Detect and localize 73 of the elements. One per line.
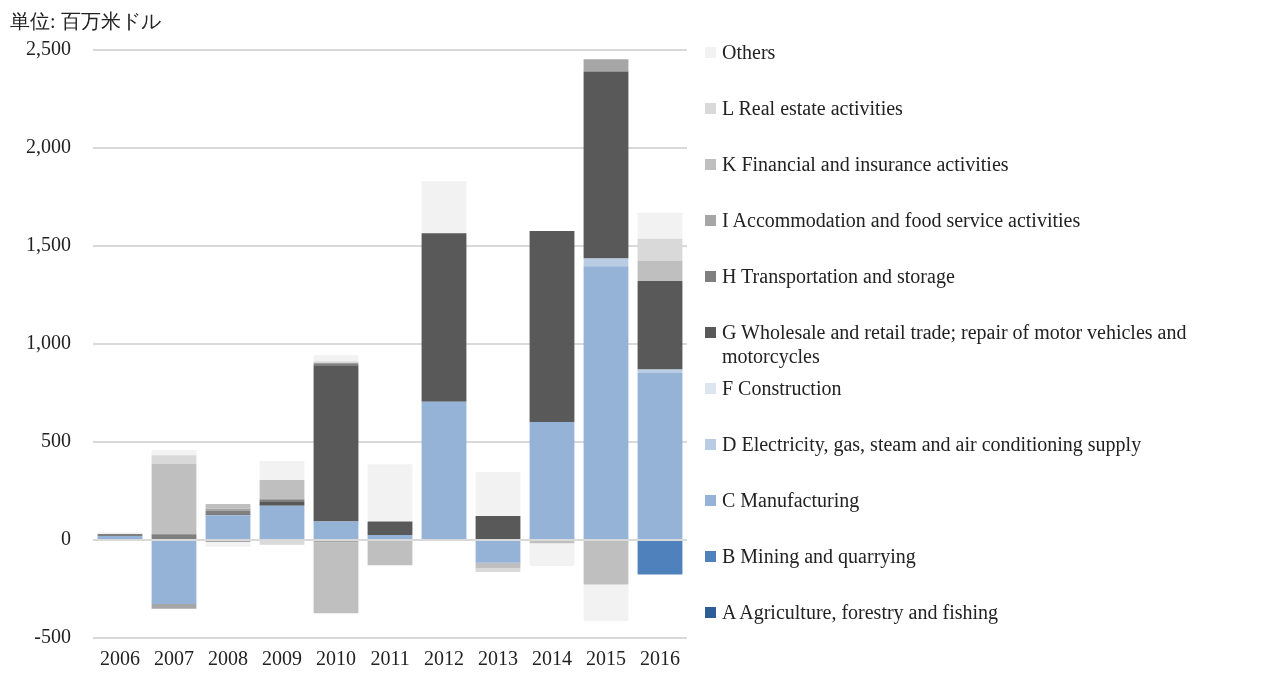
bar (313, 365, 359, 522)
x-tick-label: 2016 (640, 647, 680, 670)
bar (475, 471, 521, 517)
bar (313, 354, 359, 362)
x-tick-label: 2014 (532, 647, 572, 670)
bar (205, 503, 251, 509)
bar (151, 604, 197, 609)
bar (421, 181, 467, 234)
x-tick-label: 2010 (316, 647, 356, 670)
bar (475, 516, 521, 539)
x-tick-label: 2007 (154, 647, 194, 670)
bar (151, 450, 197, 456)
y-tick-label: 2,000 (26, 135, 71, 158)
legend-label: A Agriculture, forestry and fishing (722, 600, 999, 624)
bar (421, 401, 467, 539)
y-axis-title: 単位: 百万米ドル (10, 9, 161, 34)
bar (313, 521, 359, 539)
legend-label: B Mining and quarrying (722, 544, 916, 568)
bar (205, 541, 251, 547)
legend-label: Others (722, 40, 776, 64)
bar (475, 568, 521, 572)
bar (205, 515, 251, 539)
bar (637, 212, 683, 239)
y-tick-label: 1,500 (26, 233, 71, 256)
x-tick-label: 2013 (478, 647, 518, 670)
legend-label: D Electricity, gas, steam and air conditioning supply (722, 432, 1142, 456)
x-tick-label: 2008 (208, 647, 248, 670)
bar (637, 541, 683, 575)
bar (529, 422, 575, 539)
bar (529, 231, 575, 423)
bar (583, 59, 629, 72)
bar (475, 541, 521, 563)
bar (259, 480, 305, 499)
legend-label: K Financial and insurance activities (722, 152, 1009, 176)
bar (421, 233, 467, 402)
bar (367, 541, 413, 566)
y-tick-label: -500 (34, 625, 71, 648)
legend-label: L Real estate activities (722, 96, 903, 120)
bar (259, 505, 305, 539)
bar (583, 71, 629, 259)
bar (637, 261, 683, 282)
legend-label: H Transportation and storage (722, 264, 955, 288)
x-tick-label: 2009 (262, 647, 302, 670)
bar (583, 258, 629, 267)
y-tick-label: 500 (41, 429, 71, 452)
legend-label: F Construction (722, 376, 842, 400)
bar (151, 455, 197, 464)
bar (583, 266, 629, 539)
bar (367, 464, 413, 522)
bar (529, 543, 575, 567)
bar (151, 541, 197, 605)
x-tick-label: 2006 (100, 647, 140, 670)
bar (583, 541, 629, 585)
bar (259, 461, 305, 481)
bar (259, 501, 305, 506)
legend-label: C Manufacturing (722, 488, 860, 512)
bar (313, 542, 359, 614)
x-tick-label: 2015 (586, 647, 626, 670)
bar (367, 534, 413, 539)
legend-label: I Accommodation and food service activities (722, 208, 1081, 232)
legend-label: G Wholesale and retail trade; repair of motor vehicles and motorcycles (722, 320, 1188, 368)
y-tick-label: 0 (61, 527, 71, 550)
x-tick-label: 2012 (424, 647, 464, 670)
bar (637, 369, 683, 374)
bar (637, 281, 683, 370)
x-tick-label: 2011 (370, 647, 410, 670)
bar (151, 463, 197, 535)
bar (637, 373, 683, 539)
y-tick-label: 2,500 (26, 37, 71, 60)
bar (151, 534, 197, 539)
bar (583, 584, 629, 621)
bar (367, 521, 413, 535)
y-tick-label: 1,000 (26, 331, 71, 354)
